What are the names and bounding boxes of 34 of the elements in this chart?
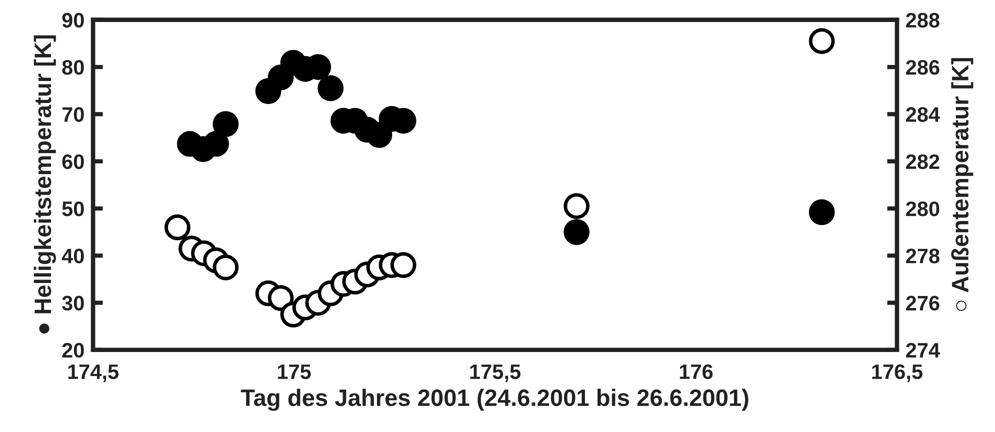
point <box>212 111 239 138</box>
point <box>564 193 590 220</box>
point <box>268 285 294 311</box>
point <box>212 254 239 280</box>
y2-tick-label: 286 <box>906 60 940 75</box>
y-tick-label: 60 <box>62 154 84 170</box>
point <box>808 28 835 54</box>
point <box>164 214 190 240</box>
x-tick-label: 176 <box>680 364 713 380</box>
y-tick-label: 40 <box>62 248 84 264</box>
y2-tick-label: 276 <box>906 296 940 311</box>
y2-tick-label: 274 <box>906 342 940 358</box>
y2-tick-label: 278 <box>906 248 940 264</box>
point <box>564 219 590 245</box>
x-tick-label: 176,5 <box>872 364 922 382</box>
y-axis-title: ● Helligkeitstemperatur [K] <box>34 35 56 334</box>
x-tick-label: 174,5 <box>68 364 119 382</box>
y2-tick-label: 288 <box>906 12 940 28</box>
point <box>808 199 835 226</box>
y2-axis-title: ○ Außentemperatur [K] <box>951 58 974 311</box>
y-tick-label: 20 <box>62 342 84 358</box>
x-tick-label: 175,5 <box>470 364 520 382</box>
x-axis-title: Tag des Jahres 2001 (24.6.2001 bis 26.6.2001) <box>240 388 748 411</box>
y-tick-label: 70 <box>62 107 84 122</box>
point <box>390 252 416 278</box>
y-tick-label: 30 <box>62 296 84 311</box>
y2-tick-label: 282 <box>906 154 940 170</box>
y-tick-label: 50 <box>62 201 84 216</box>
point <box>318 75 344 102</box>
y2-tick-label: 284 <box>906 107 940 122</box>
y2-tick-label: 280 <box>906 201 940 216</box>
x-tick-label: 175 <box>278 364 311 380</box>
y-tick-label: 90 <box>62 12 84 28</box>
y-tick-label: 80 <box>62 60 84 75</box>
